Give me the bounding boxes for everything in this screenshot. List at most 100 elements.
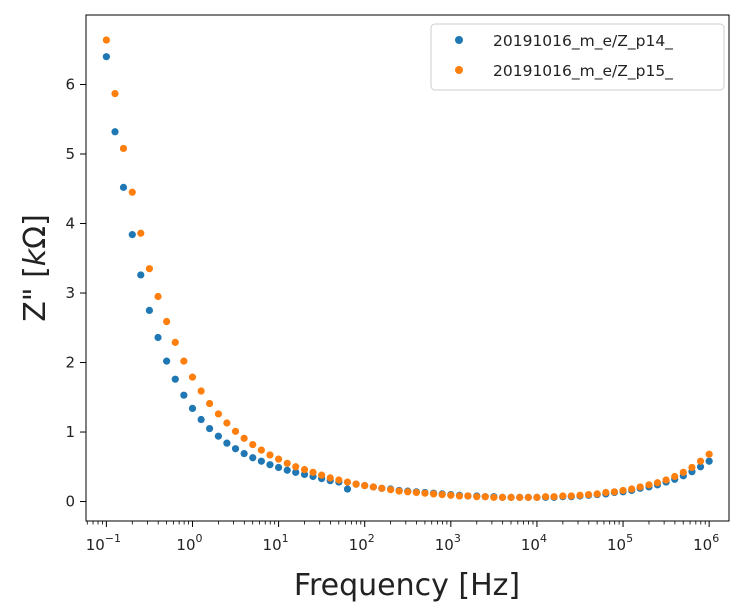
data-point (490, 493, 498, 501)
x-tick-label-exponent: 0 (196, 532, 203, 545)
data-point (662, 476, 670, 484)
data-point (343, 485, 352, 493)
data-point (610, 488, 619, 496)
data-point (171, 375, 179, 383)
x-tick-label-base: 10 (263, 536, 282, 554)
data-point (102, 53, 110, 61)
data-point (335, 476, 343, 484)
data-point (137, 271, 145, 279)
x-tick-label-base: 10 (176, 536, 195, 554)
data-point (361, 481, 369, 490)
data-point (343, 478, 352, 486)
x-tick-label-base: 10 (86, 536, 105, 554)
data-point (429, 490, 438, 498)
data-point (283, 466, 291, 474)
data-point (240, 449, 248, 458)
x-tick-label-exponent: 6 (712, 532, 719, 545)
data-point (154, 292, 162, 301)
data-point (309, 468, 317, 476)
data-point (188, 373, 197, 381)
data-point (266, 461, 274, 469)
data-point (671, 472, 679, 481)
legend-marker-p14 (455, 36, 463, 44)
data-point (102, 36, 110, 44)
data-point (602, 488, 610, 497)
data-point (292, 468, 300, 476)
y-axis-title-unit: Ω] (18, 214, 53, 249)
data-point (111, 89, 119, 98)
data-point (111, 128, 119, 136)
x-tick-label-base: 10 (435, 536, 454, 554)
legend-label-p15: 20191016_m_e/Z_p15_ (493, 62, 673, 81)
data-point (119, 144, 128, 153)
data-point (180, 357, 188, 365)
y-tick-label: 1 (65, 423, 75, 441)
series-p15 (102, 36, 713, 501)
data-point (145, 306, 154, 314)
data-point (619, 486, 627, 495)
data-point (412, 488, 420, 497)
x-tick-label-base: 10 (521, 536, 540, 554)
data-point (533, 493, 541, 501)
data-point (679, 468, 687, 476)
data-point (705, 450, 713, 458)
data-point (128, 188, 136, 196)
data-point (326, 474, 334, 482)
x-tick-label-exponent: −1 (105, 532, 121, 545)
data-point (653, 479, 662, 487)
data-point (628, 485, 636, 493)
data-point (257, 446, 265, 454)
data-point (257, 457, 265, 465)
data-point (205, 424, 214, 433)
data-point (137, 229, 145, 237)
data-point (214, 432, 223, 440)
data-point (171, 338, 179, 346)
data-point (274, 463, 283, 472)
data-point (249, 454, 257, 462)
y-tick-label: 6 (65, 76, 75, 94)
x-tick-label: 102 (349, 532, 375, 554)
series-layer (102, 36, 713, 501)
data-point (481, 493, 489, 501)
data-point (645, 481, 653, 489)
x-tick-label: 100 (176, 532, 202, 554)
data-point (559, 492, 567, 500)
data-point (455, 492, 464, 500)
data-point (688, 463, 696, 472)
data-point (352, 480, 360, 488)
x-major-ticks: 10−1 100 101 102 103 104 105 106 (86, 521, 719, 554)
data-point (473, 493, 481, 501)
y-axis-title-main: Z" [ (18, 266, 53, 322)
legend-label-p14: 20191016_m_e/Z_p14_ (493, 32, 673, 51)
data-point (223, 439, 231, 447)
data-point (240, 434, 248, 442)
y-tick-label: 5 (65, 145, 75, 163)
data-point (516, 493, 524, 501)
legend: 20191016_m_e/Z_p14_ 20191016_m_e/Z_p15_ (430, 23, 725, 91)
data-point (524, 493, 532, 501)
data-point (214, 410, 223, 418)
data-point (498, 493, 507, 501)
data-point (507, 493, 515, 501)
data-point (231, 445, 240, 453)
data-point (283, 459, 291, 467)
y-axis-title: Z" [kΩ] (18, 214, 53, 322)
y-ticks: 0 1 2 3 4 5 6 (65, 76, 86, 511)
x-axis-title: Frequency [Hz] (294, 568, 520, 603)
data-point (197, 415, 205, 424)
data-point (274, 455, 283, 463)
x-tick-label-base: 10 (693, 536, 712, 554)
data-point (404, 488, 412, 496)
data-point (231, 427, 240, 435)
data-point (188, 404, 197, 413)
y-tick-label: 3 (65, 284, 75, 302)
x-tick-label-exponent: 5 (626, 532, 633, 545)
data-point (387, 486, 395, 494)
y-tick-label: 4 (65, 215, 75, 233)
data-point (128, 231, 136, 239)
data-point (567, 492, 575, 500)
x-tick-label-base: 10 (349, 536, 368, 554)
x-tick-label-exponent: 4 (540, 532, 547, 545)
data-point (300, 465, 309, 474)
x-tick-label-base: 10 (607, 536, 626, 554)
